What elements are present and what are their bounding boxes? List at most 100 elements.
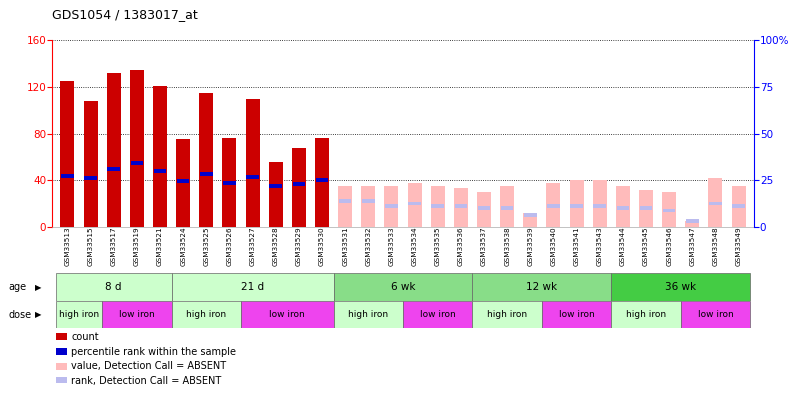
Text: dose: dose bbox=[8, 310, 31, 320]
Text: ▶: ▶ bbox=[35, 310, 41, 319]
Bar bbox=[200, 173, 213, 177]
Text: GSM33538: GSM33538 bbox=[504, 227, 510, 266]
Bar bbox=[663, 192, 676, 227]
Bar bbox=[454, 188, 467, 227]
Bar bbox=[472, 273, 611, 301]
Text: 21 d: 21 d bbox=[241, 282, 264, 292]
Text: GSM33543: GSM33543 bbox=[596, 227, 603, 266]
Bar bbox=[172, 301, 241, 328]
Bar bbox=[56, 377, 67, 385]
Bar bbox=[56, 273, 172, 301]
Text: high iron: high iron bbox=[59, 310, 99, 319]
Bar bbox=[593, 204, 606, 208]
Bar bbox=[430, 186, 445, 227]
Bar bbox=[106, 73, 121, 227]
Bar bbox=[153, 86, 167, 227]
Text: high iron: high iron bbox=[487, 310, 527, 319]
Text: GSM33529: GSM33529 bbox=[296, 227, 302, 266]
Text: 12 wk: 12 wk bbox=[526, 282, 558, 292]
Bar bbox=[56, 301, 102, 328]
Bar bbox=[385, 204, 397, 208]
Bar bbox=[223, 181, 235, 185]
Text: GSM33534: GSM33534 bbox=[412, 227, 418, 266]
Bar bbox=[334, 273, 472, 301]
Bar bbox=[501, 207, 513, 210]
Text: GSM33531: GSM33531 bbox=[342, 227, 348, 266]
Bar bbox=[639, 190, 653, 227]
Bar bbox=[56, 333, 67, 341]
Bar bbox=[732, 186, 746, 227]
Text: GSM33545: GSM33545 bbox=[643, 227, 649, 266]
Text: GSM33528: GSM33528 bbox=[272, 227, 279, 266]
Bar bbox=[107, 166, 120, 171]
Bar bbox=[60, 81, 74, 227]
Text: GSM33541: GSM33541 bbox=[574, 227, 580, 266]
Bar bbox=[570, 180, 584, 227]
Bar bbox=[546, 183, 560, 227]
Bar bbox=[177, 139, 190, 227]
Text: rank, Detection Call = ABSENT: rank, Detection Call = ABSENT bbox=[71, 376, 222, 386]
Bar bbox=[455, 204, 467, 208]
Text: GSM33539: GSM33539 bbox=[527, 227, 534, 266]
Bar bbox=[246, 99, 260, 227]
Bar bbox=[222, 139, 236, 227]
Text: count: count bbox=[71, 332, 98, 342]
Text: GSM33513: GSM33513 bbox=[64, 227, 70, 266]
Text: GSM33548: GSM33548 bbox=[713, 227, 718, 266]
Text: GSM33537: GSM33537 bbox=[481, 227, 487, 266]
Text: low iron: low iron bbox=[269, 310, 305, 319]
Bar bbox=[523, 213, 538, 227]
Bar bbox=[102, 301, 172, 328]
Text: high iron: high iron bbox=[626, 310, 666, 319]
Bar bbox=[154, 169, 166, 173]
Text: 8 d: 8 d bbox=[106, 282, 122, 292]
Bar bbox=[472, 301, 542, 328]
Bar bbox=[361, 186, 376, 227]
Bar bbox=[571, 204, 583, 208]
Bar bbox=[640, 207, 652, 210]
Bar bbox=[547, 204, 559, 208]
Bar bbox=[84, 101, 98, 227]
Bar bbox=[56, 362, 67, 370]
Text: age: age bbox=[8, 282, 26, 292]
Bar bbox=[708, 178, 722, 227]
Bar bbox=[611, 273, 750, 301]
Text: GSM33515: GSM33515 bbox=[88, 227, 93, 266]
Text: GSM33533: GSM33533 bbox=[388, 227, 394, 266]
Bar bbox=[592, 180, 607, 227]
Bar bbox=[131, 161, 143, 165]
Bar bbox=[362, 199, 375, 203]
Text: GDS1054 / 1383017_at: GDS1054 / 1383017_at bbox=[52, 8, 198, 21]
Bar bbox=[339, 199, 351, 203]
Bar bbox=[685, 221, 700, 227]
Bar bbox=[501, 186, 514, 227]
Bar bbox=[61, 173, 73, 178]
Text: low iron: low iron bbox=[420, 310, 455, 319]
Text: GSM33530: GSM33530 bbox=[319, 227, 325, 266]
Bar bbox=[85, 176, 97, 180]
Text: GSM33540: GSM33540 bbox=[550, 227, 556, 266]
Bar bbox=[611, 301, 681, 328]
Bar bbox=[524, 213, 537, 217]
Text: GSM33536: GSM33536 bbox=[458, 227, 464, 266]
Text: 36 wk: 36 wk bbox=[665, 282, 696, 292]
Text: percentile rank within the sample: percentile rank within the sample bbox=[71, 347, 236, 356]
Bar bbox=[431, 204, 444, 208]
Bar bbox=[403, 301, 472, 328]
Text: GSM33524: GSM33524 bbox=[181, 227, 186, 266]
Bar bbox=[269, 184, 282, 188]
Bar bbox=[477, 192, 491, 227]
Bar bbox=[316, 178, 328, 182]
Text: GSM33549: GSM33549 bbox=[736, 227, 742, 266]
Bar bbox=[130, 70, 143, 227]
Text: GSM33544: GSM33544 bbox=[620, 227, 625, 266]
Bar bbox=[177, 179, 189, 183]
Text: GSM33527: GSM33527 bbox=[250, 227, 256, 266]
Bar bbox=[247, 175, 259, 179]
Bar bbox=[292, 148, 305, 227]
Text: 6 wk: 6 wk bbox=[391, 282, 415, 292]
Bar bbox=[339, 186, 352, 227]
Bar bbox=[384, 186, 398, 227]
Bar bbox=[478, 207, 490, 210]
Bar bbox=[408, 183, 422, 227]
